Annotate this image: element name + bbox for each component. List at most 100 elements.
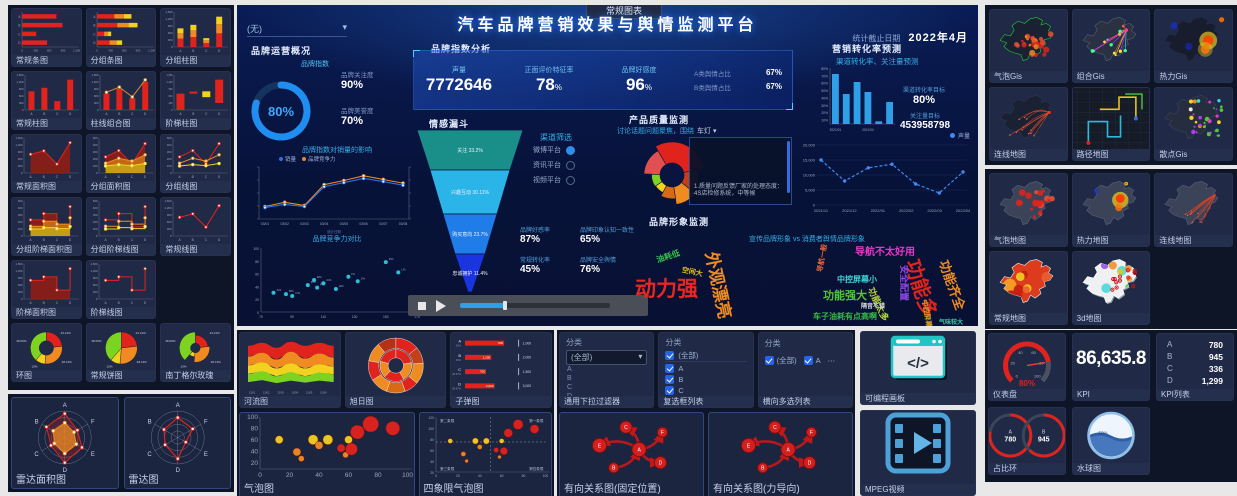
select-option[interactable]: B	[567, 375, 572, 382]
card-label: 有向关系图(固定位置)	[564, 484, 661, 495]
svg-text:80: 80	[430, 438, 434, 442]
card-steparea[interactable]: 1,500 1,200 900 600 300 0 A B C D 阶梯面积图	[11, 260, 82, 319]
card-mapHeat[interactable]: 热力地图	[1071, 173, 1151, 247]
card-radar[interactable]: A F E D C B 雷达图	[123, 397, 231, 489]
stop-button[interactable]	[418, 301, 426, 310]
funnel-stat-label: 品牌印象认知一致性	[580, 228, 635, 234]
card-label: 分组阶梯面积图	[12, 244, 81, 255]
dashboard-title: 汽车品牌营销效果与舆情监测平台	[457, 17, 758, 34]
svg-text:2,000: 2,000	[523, 356, 532, 360]
card-quadrant[interactable]: 0 20 40 60 80 100 120 100 80 60 40 20 第二象限 第一象限 第三象限 第四…	[418, 412, 552, 496]
card-mapLines[interactable]: 连线地图	[1154, 173, 1233, 247]
channel-radio-option[interactable]: 资讯平台	[533, 160, 575, 170]
checkbox-item[interactable]: A	[665, 364, 746, 373]
card-map3d[interactable]: 3d地图	[1071, 251, 1151, 325]
svg-text:600: 600	[19, 94, 24, 98]
card-hbar[interactable]: A B C D 0 300 600 900 1,200 分组条图	[85, 8, 157, 67]
card-rings[interactable]: A 780 B 945 占比环	[988, 407, 1066, 475]
play-button[interactable]	[436, 299, 446, 312]
card-vbar[interactable]: 1,500 1,200 900 600 300 0 A B C D 分组柱图	[160, 8, 231, 67]
svg-text:12/02: 12/02	[263, 391, 270, 395]
card-area[interactable]: 1,500 1,200 900 600 300 0 A B C D 常规面积图	[11, 134, 82, 193]
card-dropdown[interactable]: 分类(全部)▾ABCD通用下拉过滤器	[559, 332, 655, 408]
tab-regular-charts[interactable]: 常规图表	[586, 5, 662, 19]
card-label: 分组阶梯线图	[86, 244, 156, 255]
card-canvas[interactable]: </> 可编程画板	[860, 331, 976, 405]
card-checkboxes[interactable]: 分类 (全部) A B C 复选框列表	[658, 332, 754, 408]
svg-text:E: E	[91, 452, 95, 458]
tooltip-scrollbar[interactable]	[787, 141, 790, 193]
brand-index-ring-gauge: 80%	[251, 81, 311, 141]
svg-text:80%: 80%	[821, 67, 828, 71]
hselect-item[interactable]: A	[803, 356, 821, 365]
card-hbar[interactable]: A B C D 0 300 600 900 1,200 常规条图	[11, 8, 82, 67]
card-label: 可编程画板	[861, 393, 975, 404]
select-option[interactable]: C	[567, 384, 573, 391]
svg-text:900: 900	[93, 87, 98, 91]
dashboard-preview: 常规图表 汽车品牌营销效果与舆情监测平台 统计截止日期 2022年4月 (无) ▾…	[237, 5, 978, 326]
card-stepline[interactable]: 1,500 1,200 900 600 300 0 A B C D 阶梯线图	[85, 260, 157, 319]
card-video[interactable]: MPEG视频	[860, 410, 976, 496]
card-mapFill[interactable]: 常规地图	[989, 251, 1068, 325]
card-label: 分组柱图	[161, 55, 230, 66]
card-pie[interactable]: 23.21% 28.13% 10% 38.66% 南丁格尔玫瑰	[160, 323, 231, 382]
svg-text:</>: </>	[907, 355, 929, 372]
hselect-item[interactable]: (全部)	[764, 355, 797, 366]
card-hselect[interactable]: 分类 (全部) A ⋯ 横向多选列表	[757, 332, 853, 408]
card-steparea[interactable]: 500 400 300 200 100 0 A B C D 分组阶梯面积图	[11, 197, 82, 256]
card-liquid[interactable]: 50% 水球图	[1072, 407, 1150, 475]
card-pie[interactable]: 23.21% 28.13% 10% 38.66% 环图	[11, 323, 82, 382]
card-mapCombo[interactable]: 组合Gis	[1071, 9, 1151, 83]
card-waterfall[interactable]: 1,500 1,200 900 600 300 0 A B C D 阶梯柱图	[160, 71, 231, 130]
card-mapHeatDark[interactable]: 热力Gis	[1154, 9, 1233, 83]
card-kpilist[interactable]: A 780 B 945 C 336 D 1,299 KPI列表	[1156, 333, 1234, 401]
card-line[interactable]: 1,500 1,200 900 600 300 0 A B C D 常规线图	[160, 197, 231, 256]
card-graph[interactable]: A B C D E F 有向关系图(力导向)	[708, 412, 853, 496]
quality-filter-chip[interactable]: 车灯 ▾	[697, 128, 717, 135]
select-option[interactable]: A	[567, 366, 572, 373]
card-kpi[interactable]: 86,635.8 KPI	[1072, 333, 1150, 401]
svg-text:B: B	[193, 49, 195, 53]
card-mapScatter[interactable]: 散点Gis	[1154, 87, 1233, 161]
global-filter-dropdown[interactable]: (无) ▾	[247, 22, 347, 37]
card-mapBubbleDark[interactable]: 气泡Gis	[989, 9, 1068, 83]
card-area[interactable]: 500 400 300 200 100 0 A B C D 分组面积图	[85, 134, 157, 193]
svg-text:1,200: 1,200	[17, 80, 24, 84]
progress-track[interactable]	[460, 301, 610, 310]
card-vbar[interactable]: 1,500 1,200 900 600 300 0 A B C D 常规柱图	[11, 71, 82, 130]
card-colline[interactable]: 1,500 1,200 900 600 300 0 A B C D 柱线组合图	[85, 71, 157, 130]
card-river[interactable]: 12/01 12/02 12/03 12/04 12/05 12/06 河流图	[239, 332, 341, 408]
card-pie[interactable]: 23.21% 28.13% 10% 38.66% 常规饼图	[85, 323, 157, 382]
category-select[interactable]: (全部) ▾	[566, 350, 648, 365]
card-line[interactable]: 500 400 300 200 100 0 A B C D 分组线图	[160, 134, 231, 193]
card-label: MPEG视频	[861, 484, 975, 495]
river-thumbnail: 12/01 12/02 12/03 12/04 12/05 12/06	[248, 341, 334, 395]
card-gauge[interactable]: 02040608010080%仪表盘	[988, 333, 1066, 401]
card-bubble[interactable]: 0 20 40 60 80 100 100 80 60 40 20 气泡图	[239, 412, 415, 496]
channel-radio-option[interactable]: 微博平台	[533, 145, 575, 155]
card-bullet[interactable]: A 63% 900 1,000 B 60% 1,200 2,000 C 46.67% 700 1,50…	[450, 332, 553, 408]
checkbox-item[interactable]: B	[665, 375, 746, 384]
wordcloud-word: 功能强大	[823, 290, 867, 302]
svg-text:10%: 10%	[181, 364, 187, 368]
more-icon[interactable]: ⋯	[827, 356, 836, 365]
channel-radio-option[interactable]: 视频平台	[533, 175, 575, 185]
mapLinesDark-thumbnail	[999, 95, 1054, 139]
card-graph[interactable]: A B C D E F 有向关系图(固定位置)	[559, 412, 704, 496]
card-mapBubble[interactable]: 气泡地图	[989, 173, 1068, 247]
hbar-thumbnail: A BC D0 300 600 900 1,200	[93, 12, 155, 53]
card-mapRoute[interactable]: 路径地图	[1071, 87, 1151, 161]
progress-handle[interactable]	[503, 301, 507, 310]
checkbox-item[interactable]: C	[665, 386, 746, 395]
wordcloud-official: 动力强 外观漂亮 油耗低 空间大	[633, 243, 775, 325]
svg-text:D: D	[144, 238, 147, 242]
card-stepline[interactable]: 500 400 300 200 100 0 A B C D 分组阶梯线图	[85, 197, 157, 256]
card-label: 阶梯线图	[86, 307, 156, 318]
svg-text:300: 300	[92, 290, 97, 294]
checkbox-item[interactable]: (全部)	[665, 350, 747, 362]
card-radar[interactable]: A F E D C B 雷达面积图	[11, 397, 119, 489]
svg-text:统计日期: 统计日期	[327, 229, 341, 234]
card-sunburst[interactable]: 旭日图	[344, 332, 447, 408]
card-mapLinesDark[interactable]: 连线地图	[989, 87, 1068, 161]
